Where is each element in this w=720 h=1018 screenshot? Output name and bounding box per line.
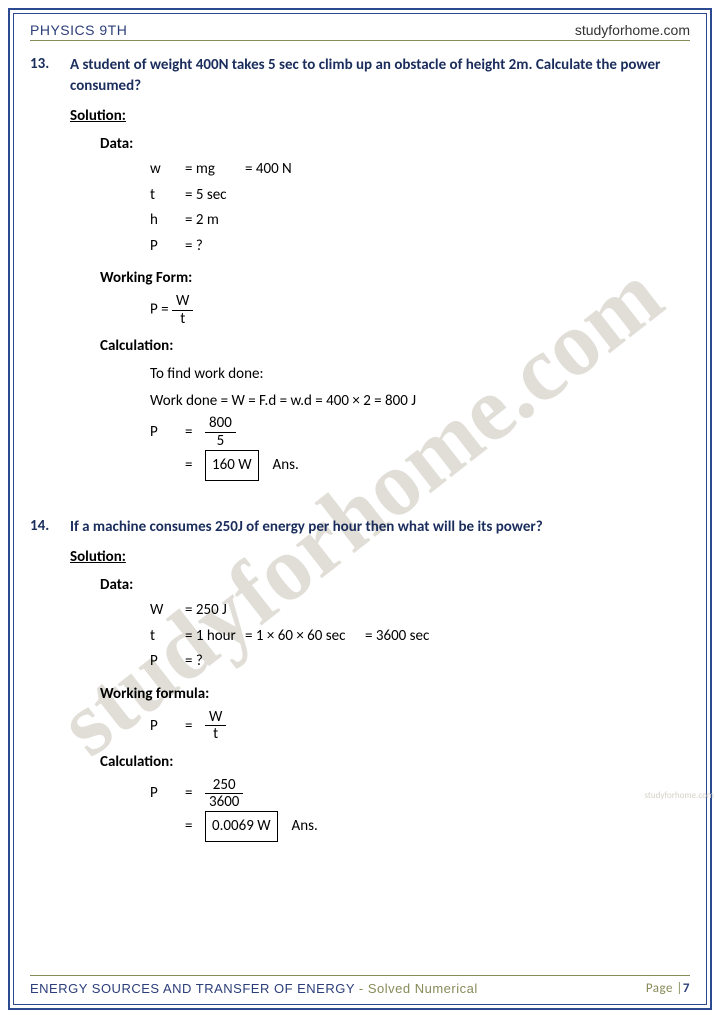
data-var: P xyxy=(150,234,185,260)
calculation-label: Calculation: xyxy=(100,337,690,355)
data-row: t = 5 sec xyxy=(150,183,690,209)
calculation-label: Calculation: xyxy=(100,753,690,771)
solution-label: Solution: xyxy=(70,548,690,566)
footer-page: Page |7 xyxy=(646,981,690,996)
data-eq: = mg xyxy=(185,157,245,183)
working-formula: P = W t xyxy=(150,709,690,743)
formula-eq: = xyxy=(185,717,205,735)
data-var: P xyxy=(150,649,185,675)
question-14: 14. If a machine consumes 250J of energy… xyxy=(30,517,690,843)
data-val: = ? xyxy=(185,649,203,675)
fraction: W t xyxy=(172,293,193,327)
calc-eq: = xyxy=(185,813,205,840)
question-number: 14. xyxy=(30,517,70,535)
calc-eq: = xyxy=(185,452,205,479)
page-label: Page | xyxy=(646,981,683,996)
fraction-numerator: 250 xyxy=(205,777,243,795)
page-footer: ENERGY SOURCES AND TRANSFER OF ENERGY - … xyxy=(30,975,690,996)
footer-left: ENERGY SOURCES AND TRANSFER OF ENERGY - … xyxy=(30,981,478,996)
fraction-numerator: W xyxy=(172,293,193,311)
fraction-denominator: t xyxy=(172,311,193,328)
data-val: = ? xyxy=(185,234,203,260)
fraction: 250 3600 xyxy=(205,777,243,811)
fraction: W t xyxy=(205,709,226,743)
calc-row: P = 250 3600 xyxy=(150,777,690,811)
calc-row: = 0.0069 W Ans. xyxy=(150,811,690,843)
ans-label: Ans. xyxy=(273,452,299,479)
data-var: t xyxy=(150,183,185,209)
data-var: W xyxy=(150,598,185,624)
calc-var: P xyxy=(150,419,185,446)
calc-text: Work done = W = F.d = w.d = 400 × 2 = 80… xyxy=(150,388,690,415)
footer-chapter: ENERGY SOURCES AND TRANSFER OF ENERGY xyxy=(30,981,355,996)
data-row: t = 1 hour = 1 × 60 × 60 sec = 3600 sec xyxy=(150,624,690,650)
boxed-answer: 160 W xyxy=(205,450,259,481)
data-section: W = 250 J t = 1 hour = 1 × 60 × 60 sec =… xyxy=(150,598,690,675)
formula-var: P xyxy=(150,717,185,735)
fraction-denominator: 5 xyxy=(205,433,236,450)
data-val: = 2 m xyxy=(185,208,219,234)
calc-var: P xyxy=(150,780,185,807)
solution-label: Solution: xyxy=(70,107,690,125)
data-val: = 250 J xyxy=(185,598,227,624)
data-row: P = ? xyxy=(150,234,690,260)
data-var: w xyxy=(150,157,185,183)
calculation-section: P = 250 3600 = 0.0069 W Ans. xyxy=(150,777,690,843)
footer-sep: - xyxy=(355,981,368,996)
page-number: 7 xyxy=(683,981,690,996)
calc-eq: = xyxy=(185,780,205,807)
data-label: Data: xyxy=(100,135,690,153)
header-subject: PHYSICS 9TH xyxy=(30,22,127,38)
data-var: h xyxy=(150,208,185,234)
page-content: PHYSICS 9TH studyforhome.com 13. A stude… xyxy=(30,22,690,996)
data-val: = 1 hour xyxy=(185,624,245,650)
data-row: w = mg = 400 N xyxy=(150,157,690,183)
calc-text: To find work done: xyxy=(150,361,690,388)
fraction: 800 5 xyxy=(205,415,236,449)
calculation-section: To find work done: Work done = W = F.d =… xyxy=(150,361,690,481)
data-val: = 400 N xyxy=(245,157,292,183)
boxed-answer: 0.0069 W xyxy=(205,811,278,842)
working-formula: P = W t xyxy=(150,293,690,327)
formula-lhs: P = xyxy=(150,301,169,319)
fraction-denominator: t xyxy=(205,726,226,743)
calc-eq: = xyxy=(185,419,205,446)
data-val: = 3600 sec xyxy=(365,624,429,650)
data-val: = 1 × 60 × 60 sec xyxy=(245,624,365,650)
data-row: P = ? xyxy=(150,649,690,675)
data-var: t xyxy=(150,624,185,650)
fraction-denominator: 3600 xyxy=(205,794,243,811)
question-text: A student of weight 400N takes 5 sec to … xyxy=(70,55,690,97)
data-section: w = mg = 400 N t = 5 sec h = 2 m P = ? xyxy=(150,157,690,259)
question-text: If a machine consumes 250J of energy per… xyxy=(70,517,543,538)
data-row: W = 250 J xyxy=(150,598,690,624)
question-13: 13. A student of weight 400N takes 5 sec… xyxy=(30,55,690,481)
working-formula-label: Working formula: xyxy=(100,685,690,703)
data-val: = 5 sec xyxy=(185,183,227,209)
page-header: PHYSICS 9TH studyforhome.com xyxy=(30,22,690,41)
calc-row: = 160 W Ans. xyxy=(150,449,690,481)
calc-row: P = 800 5 xyxy=(150,415,690,449)
data-label: Data: xyxy=(100,576,690,594)
ans-label: Ans. xyxy=(292,813,318,840)
footer-type: Solved Numerical xyxy=(368,981,478,996)
header-site: studyforhome.com xyxy=(575,22,690,38)
working-form-label: Working Form: xyxy=(100,269,690,287)
data-row: h = 2 m xyxy=(150,208,690,234)
content-body: 13. A student of weight 400N takes 5 sec… xyxy=(30,55,690,843)
fraction-numerator: 800 xyxy=(205,415,236,433)
question-number: 13. xyxy=(30,55,70,73)
fraction-numerator: W xyxy=(205,709,226,727)
